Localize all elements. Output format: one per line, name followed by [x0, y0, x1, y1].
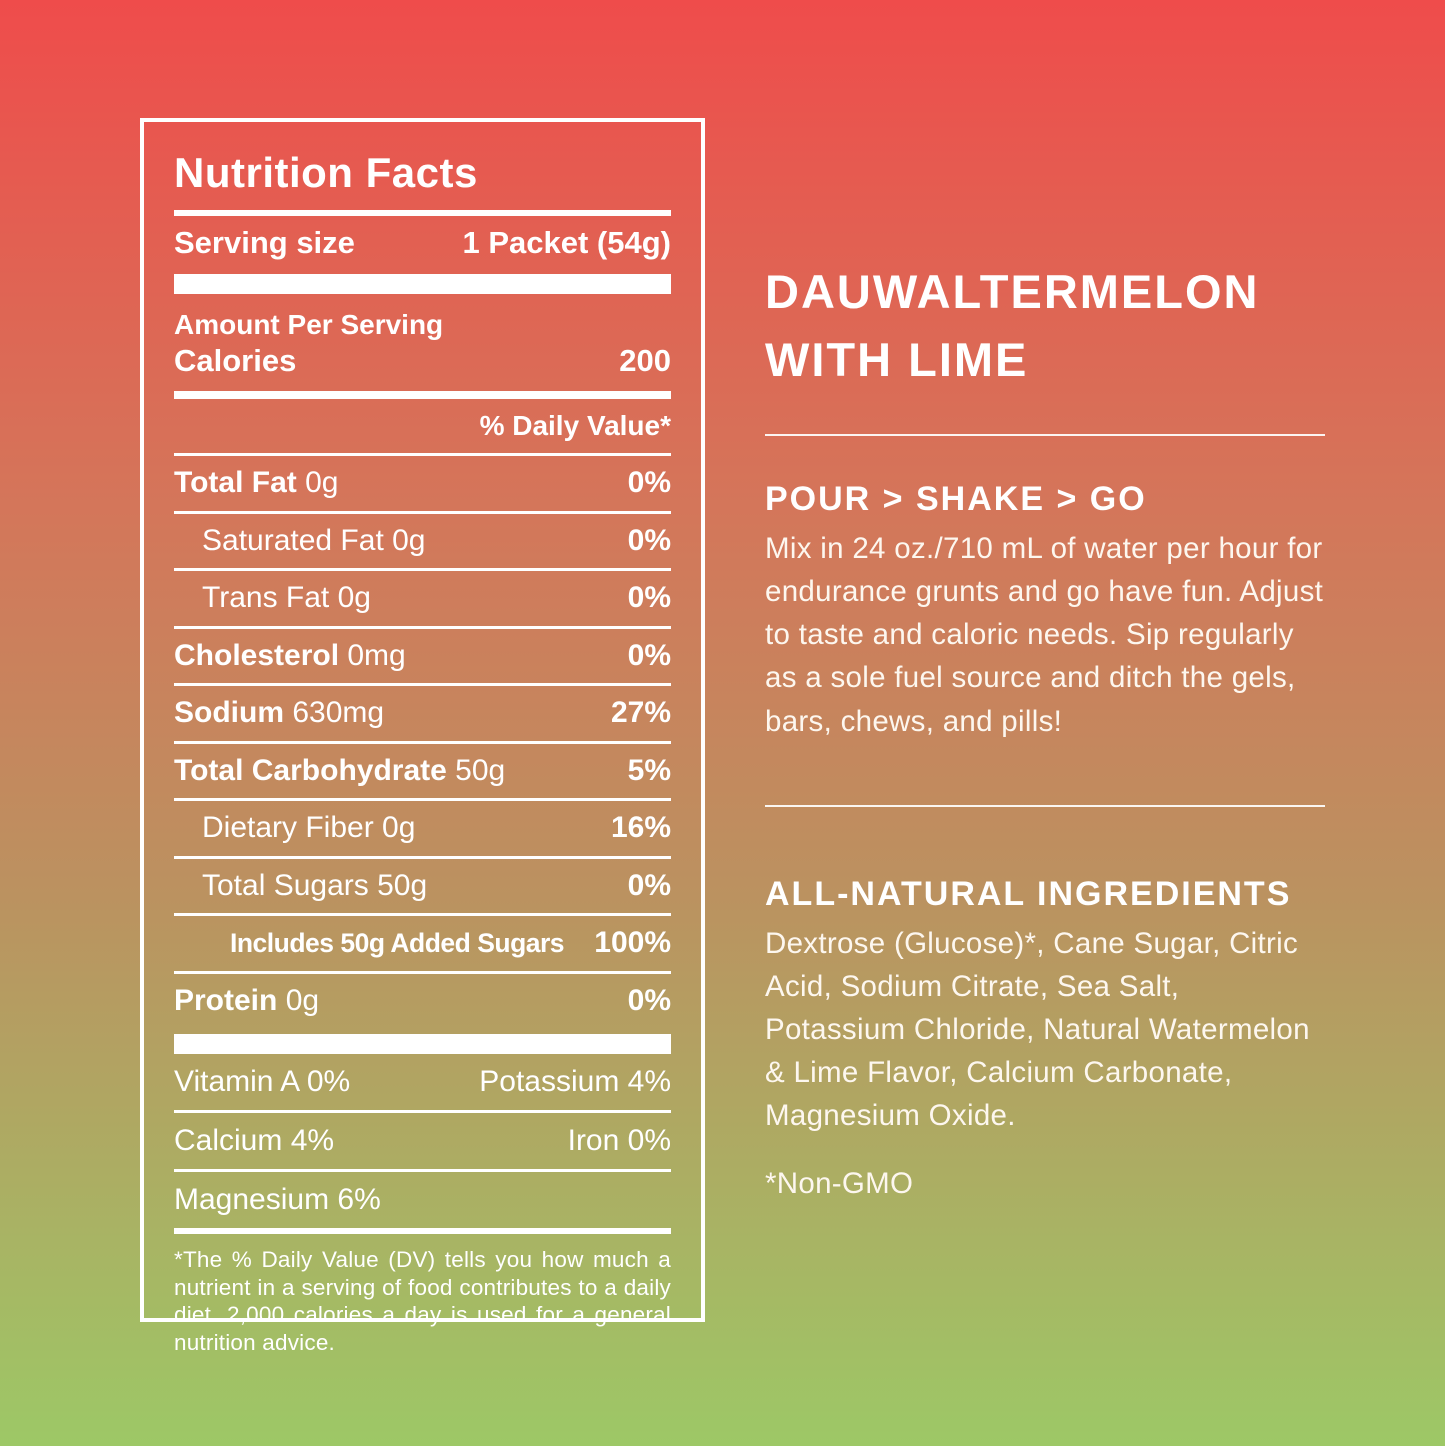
- nutrition-facts-panel: Nutrition Facts Serving size 1 Packet (5…: [140, 118, 705, 1355]
- nutrient-row-trans-fat: Trans Fat 0g 0%: [174, 571, 671, 626]
- nutrient-name: Total Fat 0g: [174, 466, 339, 500]
- amount-per-serving-label: Amount Per Serving: [174, 308, 444, 340]
- mineral-row-1: Vitamin A 0% Potassium 4%: [174, 1054, 671, 1110]
- mineral-right: Iron 0%: [567, 1124, 671, 1158]
- ingredients-body: Dextrose (Glucose)*, Cane Sugar, Citric …: [765, 926, 1310, 1132]
- ingredients-section: ALL-NATURAL INGREDIENTS Dextrose (Glucos…: [765, 875, 1325, 1201]
- nutrient-dv: 0%: [627, 523, 671, 557]
- nutrient-name: Cholesterol 0mg: [174, 638, 406, 672]
- instructions-section: POUR > SHAKE > GO Mix in 24 oz./710 mL o…: [765, 480, 1325, 742]
- nutrient-dv: 27%: [610, 696, 671, 730]
- nutrition-facts-title: Nutrition Facts: [174, 149, 478, 196]
- divider-thin: [174, 855, 671, 859]
- nutrient-name: Sodium 630mg: [174, 696, 385, 730]
- nutrient-row-dietary-fiber: Dietary Fiber 0g 16%: [174, 801, 671, 856]
- nutrient-dv: 0%: [627, 868, 671, 902]
- nutrient-dv: 16%: [610, 811, 671, 845]
- serving-size-row: Serving size 1 Packet (54g): [174, 216, 671, 274]
- nutrient-name: Trans Fat 0g: [202, 581, 371, 615]
- nutrient-dv: 0%: [627, 638, 671, 672]
- divider-thin: [174, 913, 671, 917]
- mineral-left: Vitamin A 0%: [174, 1065, 351, 1099]
- mineral-right: Potassium 4%: [479, 1065, 671, 1099]
- serving-size-value: 1 Packet (54g): [462, 225, 672, 261]
- nutrient-dv: 5%: [627, 753, 671, 787]
- section-divider: [765, 804, 1325, 807]
- divider-heavy: [174, 273, 671, 294]
- divider-medium: [174, 391, 671, 400]
- divider-thin: [174, 568, 671, 572]
- divider-thick: [174, 210, 671, 217]
- nutrient-row-sodium: Sodium 630mg 27%: [174, 686, 671, 741]
- nutrient-row-total-sugars: Total Sugars 50g 0%: [174, 859, 671, 914]
- daily-value-footnote: *The % Daily Value (DV) tells you how mu…: [174, 1247, 671, 1355]
- divider-thin: [174, 970, 671, 974]
- nutrient-dv: 100%: [594, 926, 671, 960]
- nutrient-dv: 0%: [627, 581, 671, 615]
- nutrient-row-protein: Protein 0g 0%: [174, 974, 671, 1029]
- nutrient-name: Saturated Fat 0g: [202, 523, 426, 557]
- nutrient-row-total-fat: Total Fat 0g 0%: [174, 456, 671, 511]
- product-title: DAUWALTERMELON WITH LIME: [765, 258, 1325, 394]
- divider-heavy: [174, 1034, 671, 1055]
- non-gmo-note: *Non-GMO: [765, 1166, 914, 1200]
- divider-thin: [174, 1110, 671, 1114]
- mineral-left: Magnesium 6%: [174, 1183, 381, 1217]
- instructions-body: Mix in 24 oz./710 mL of water per hour f…: [765, 532, 1324, 738]
- nutrient-dv: 0%: [627, 466, 671, 500]
- serving-size-label: Serving size: [174, 225, 355, 261]
- ingredients-heading: ALL-NATURAL INGREDIENTS: [765, 874, 1292, 913]
- divider-thin: [174, 625, 671, 629]
- mineral-row-2: Calcium 4% Iron 0%: [174, 1113, 671, 1169]
- daily-value-header: % Daily Value*: [479, 410, 671, 442]
- product-title-line2: WITH LIME: [765, 333, 1029, 387]
- divider-thin: [174, 453, 671, 457]
- mineral-left: Calcium 4%: [174, 1124, 335, 1158]
- divider-thin: [174, 798, 671, 802]
- calories-value: 200: [619, 343, 671, 379]
- divider-thick: [174, 1228, 671, 1235]
- nutrient-row-total-carbohydrate: Total Carbohydrate 50g 5%: [174, 744, 671, 799]
- nutrient-row-cholesterol: Cholesterol 0mg 0%: [174, 629, 671, 684]
- instructions-heading: POUR > SHAKE > GO: [765, 480, 1147, 519]
- section-divider: [765, 434, 1325, 437]
- product-info-column: DAUWALTERMELON WITH LIME POUR > SHAKE > …: [765, 258, 1325, 1201]
- divider-thin: [174, 740, 671, 744]
- calories-label: Calories: [174, 343, 297, 379]
- nutrient-row-added-sugars: Includes 50g Added Sugars 100%: [174, 916, 671, 971]
- divider-thin: [174, 683, 671, 687]
- mineral-row-3: Magnesium 6%: [174, 1172, 671, 1228]
- divider-thin: [174, 1169, 671, 1173]
- nutrient-dv: 0%: [627, 983, 671, 1017]
- nutrient-name: Protein 0g: [174, 983, 320, 1017]
- product-title-line1: DAUWALTERMELON: [765, 265, 1260, 318]
- nutrient-name: Total Carbohydrate 50g: [174, 753, 506, 787]
- nutrient-name: Total Sugars 50g: [202, 868, 428, 902]
- divider-thin: [174, 510, 671, 514]
- calories-row: Calories 200: [174, 341, 671, 391]
- nutrient-row-saturated-fat: Saturated Fat 0g 0%: [174, 514, 671, 569]
- nutrient-name: Includes 50g Added Sugars: [230, 928, 565, 959]
- nutrient-name: Dietary Fiber 0g: [202, 811, 416, 845]
